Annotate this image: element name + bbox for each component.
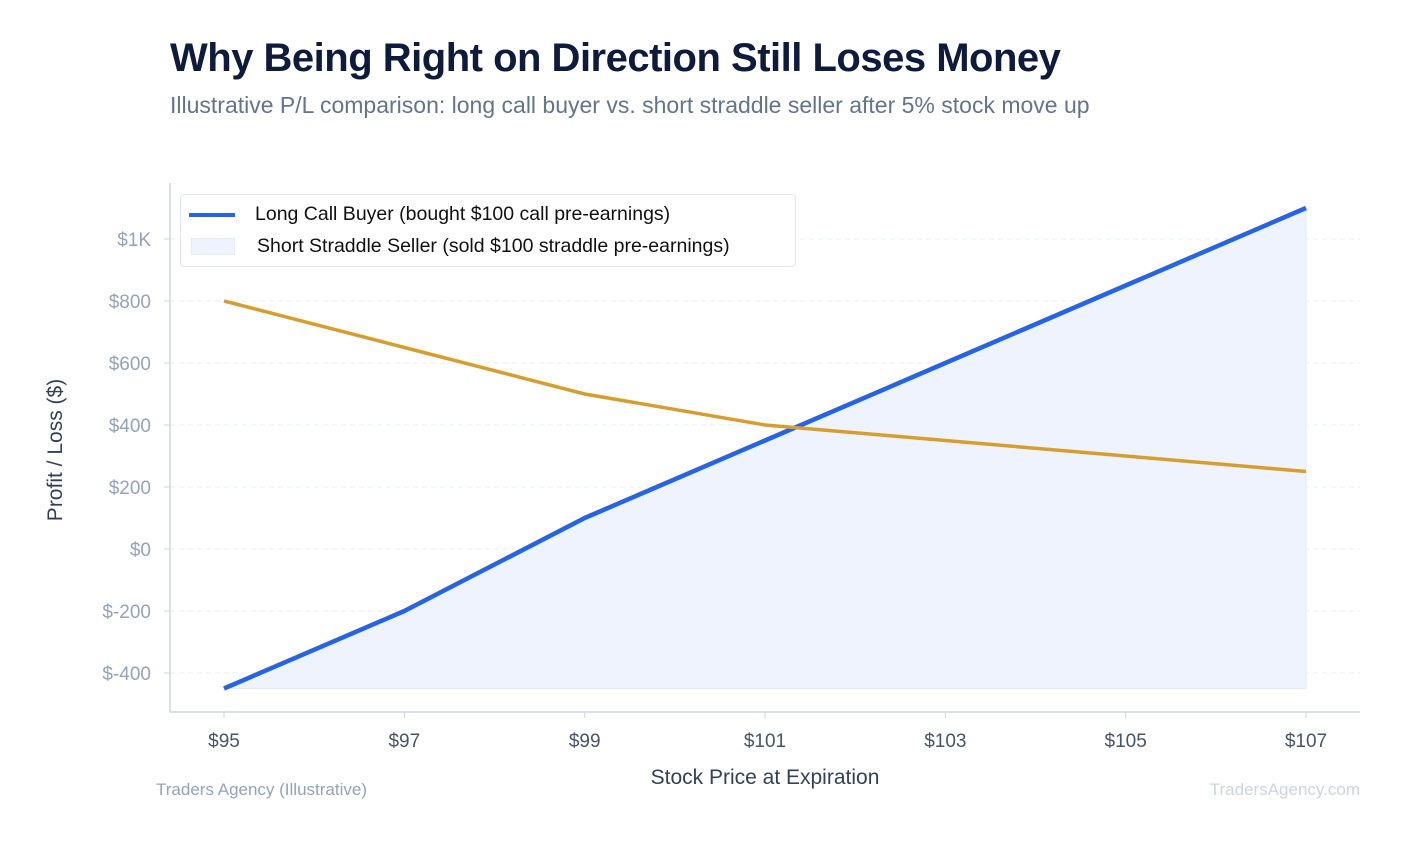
y-tick-label: $200 <box>109 478 151 499</box>
y-tick-label: $400 <box>109 416 151 437</box>
x-tick-label: $107 <box>1285 731 1327 752</box>
y-tick-label: $1K <box>117 230 151 251</box>
legend-label: Short Straddle Seller (sold $100 straddl… <box>257 235 730 257</box>
y-tick-label: $600 <box>109 354 151 375</box>
legend-item-short-straddle: Short Straddle Seller (sold $100 straddl… <box>189 235 730 258</box>
x-tick-label: $101 <box>744 731 786 752</box>
chart-title: Why Being Right on Direction Still Loses… <box>170 36 1061 80</box>
x-tick-label: $105 <box>1105 731 1147 752</box>
footer-source: Traders Agency (Illustrative) <box>156 780 367 799</box>
footer-watermark: TradersAgency.com <box>1209 780 1360 799</box>
x-tick-label: $103 <box>924 731 966 752</box>
y-axis-label: Profit / Loss ($) <box>44 379 67 521</box>
legend: Long Call Buyer (bought $100 call pre-ea… <box>180 194 796 267</box>
legend-label: Long Call Buyer (bought $100 call pre-ea… <box>255 203 671 225</box>
y-tick-label: $0 <box>130 540 151 561</box>
x-axis-label: Stock Price at Expiration <box>651 766 880 789</box>
legend-swatch-line <box>189 212 235 217</box>
legend-item-long-call: Long Call Buyer (bought $100 call pre-ea… <box>189 203 670 226</box>
x-tick-label: $95 <box>208 731 240 752</box>
y-tick-label: $-400 <box>102 664 151 685</box>
legend-swatch-fill <box>191 238 235 255</box>
y-tick-label: $800 <box>109 292 151 313</box>
x-tick-label: $97 <box>388 731 420 752</box>
y-tick-label: $-200 <box>102 602 151 623</box>
x-tick-label: $99 <box>569 731 601 752</box>
chart-subtitle: Illustrative P/L comparison: long call b… <box>170 92 1090 118</box>
